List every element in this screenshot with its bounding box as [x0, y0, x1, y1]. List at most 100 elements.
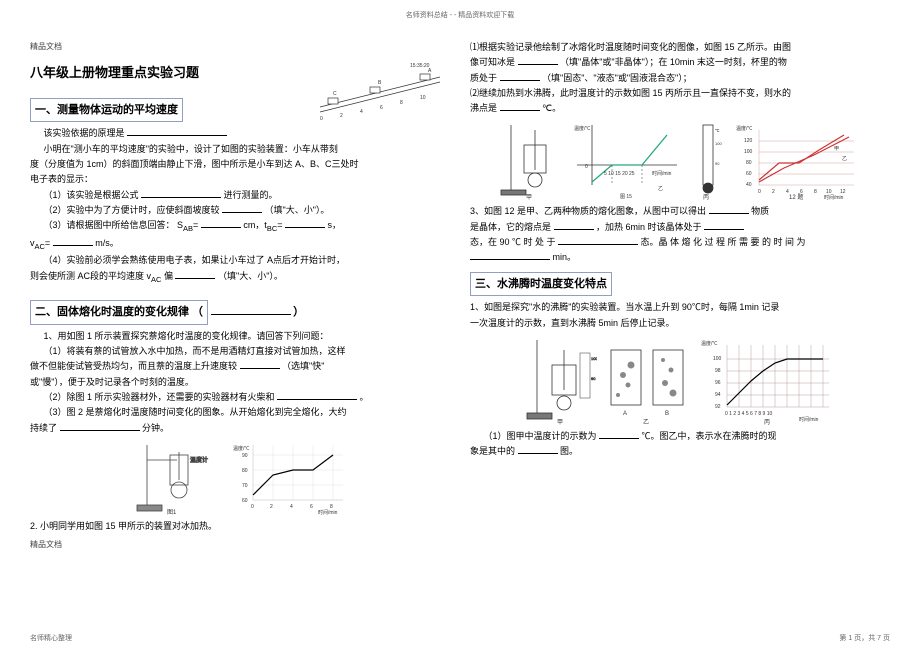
- blank-instrument[interactable]: [277, 390, 357, 400]
- sec2-q2b: 。: [360, 392, 369, 402]
- svg-text:时间/min: 时间/min: [799, 416, 819, 423]
- blank-boilpoint[interactable]: [500, 101, 540, 111]
- section-1-title: 一、测量物体运动的平均速度: [30, 98, 183, 123]
- ice-graph-fig15-yi: 温度/℃ 0 5 10 15 20 25 时间/min 图 15 乙: [572, 120, 682, 200]
- svg-text:B: B: [665, 411, 669, 417]
- blank-which-crystal[interactable]: [709, 204, 749, 214]
- r2c: ℃。: [542, 103, 561, 113]
- section-3-title: 三、水沸腾时温度变化特点: [470, 272, 612, 297]
- blank-tbc[interactable]: [285, 218, 325, 228]
- header-note: 名师资料总结 - - 精品资料欢迎下载: [406, 10, 515, 20]
- footer-left: 名师精心整理: [30, 633, 72, 643]
- r1c: （填"晶体"或"非晶体"）；在 10min 末这一时刻，杯里的物: [560, 57, 787, 67]
- sec1-principle-text: 该实验依据的原理是: [44, 128, 125, 138]
- sec1-q1a: （1）该实验是根据公式: [44, 190, 139, 200]
- svg-text:温度/℃: 温度/℃: [736, 125, 752, 132]
- sec2-q1a: （1）将装有萘的试管放入水中加热，而不是用酒精灯直接对试管加热，这样: [30, 344, 450, 359]
- svg-text:90: 90: [591, 376, 596, 381]
- blank-melt-time[interactable]: [470, 250, 550, 260]
- svg-text:甲: 甲: [526, 194, 532, 200]
- svg-text:100: 100: [715, 141, 722, 146]
- apparatus-fig15-jia: 甲: [496, 120, 566, 200]
- p3e: 态，在 90 ℃ 时 处 于: [470, 237, 556, 247]
- blank-state[interactable]: [500, 71, 540, 81]
- sec1-q4a: （4）实验前必须学会熟练使用电子表，如果让小车过了 A点后才开始计时，: [30, 253, 450, 268]
- blank-temp-reading[interactable]: [599, 429, 639, 439]
- r1a: ⑴根据实验记录他绘制了冰熔化时温度随时间变化的图像，如图 15 乙所示。由图: [470, 40, 890, 55]
- svg-text:120: 120: [744, 138, 753, 144]
- p3d: ，加热 6min 时该晶体处于: [596, 222, 702, 232]
- blank-principle[interactable]: [127, 126, 227, 136]
- section-2-title-end: ）: [293, 303, 304, 322]
- blank-bias[interactable]: [175, 269, 215, 279]
- svg-text:2: 2: [270, 504, 273, 510]
- svg-text:图1: 图1: [167, 509, 177, 515]
- svg-text:90: 90: [715, 161, 720, 166]
- svg-text:时间/min: 时间/min: [652, 170, 672, 177]
- blank-which-fig[interactable]: [518, 444, 558, 454]
- doc-label-top: 精品文档: [30, 40, 450, 54]
- ruler-figure: 024 6810 ABC 15:35:20: [310, 62, 450, 122]
- sec1-q4d: （填"大、小"）。: [218, 271, 283, 281]
- r1b: 像可知冰是: [470, 57, 515, 67]
- section-2-title: 二、固体熔化时温度的变化规律 （: [30, 300, 208, 325]
- svg-text:温度计: 温度计: [190, 456, 208, 464]
- p3g: min。: [553, 252, 577, 262]
- svg-text:丙: 丙: [764, 419, 770, 425]
- p3f: 态。晶 体 熔 化 过 程 所 需 要 的 时 间 为: [641, 237, 806, 247]
- svg-text:温度/℃: 温度/℃: [574, 125, 590, 132]
- svg-text:0: 0: [585, 164, 588, 170]
- blank-slope[interactable]: [222, 203, 262, 213]
- sec3-q1b: 一次温度计的示数，直到水沸腾 5min 后停止记录。: [470, 316, 890, 331]
- svg-text:100: 100: [744, 149, 753, 155]
- blank-sab[interactable]: [201, 218, 241, 228]
- sec3-q2b: ℃。图乙中，表示水在沸腾时的现: [642, 431, 777, 441]
- svg-text:8: 8: [814, 189, 817, 195]
- sec1-line3: 电子表的显示：: [30, 172, 450, 187]
- blank-sec2-title[interactable]: [211, 305, 291, 315]
- sec1-q3c: s，: [328, 220, 342, 230]
- svg-text:丙: 丙: [703, 194, 709, 200]
- boil-bubbles-yi: AB 乙: [603, 335, 693, 425]
- sec2-q3b: 持续了: [30, 423, 57, 433]
- svg-text:100: 100: [713, 356, 722, 362]
- blank-speed[interactable]: [240, 359, 280, 369]
- boil-graph-bing: 温度/℃ 10098969492 0 1 2 3 4 5 6 7 8 9 10 …: [699, 335, 839, 425]
- page-container: 精品文档 八年级上册物理重点实验习题 一、测量物体运动的平均速度 该实验依据的原…: [0, 0, 920, 576]
- graph-12: 温度/℃ 120100806040 024681012 时间/min 甲乙 12…: [734, 120, 864, 200]
- svg-text:乙: 乙: [643, 419, 649, 425]
- sec1-line1: 小明在"测小车的平均速度"的实验中，设计了如图的实验装置：小车从带刻: [30, 142, 450, 157]
- sec3-q1a: 1、如图是探究"水的沸腾"的实验装置。当水温上升到 90℃时，每隔 1min 记…: [470, 300, 890, 315]
- sec1-q3b: cm，t: [243, 220, 267, 230]
- blank-meltpoint[interactable]: [554, 220, 594, 230]
- blank-vac[interactable]: [53, 236, 93, 246]
- svg-text:C: C: [333, 91, 337, 97]
- svg-text:2: 2: [772, 189, 775, 195]
- svg-text:时间/min: 时间/min: [824, 194, 844, 200]
- svg-text:60: 60: [746, 171, 752, 177]
- svg-text:40: 40: [746, 182, 752, 188]
- blank-6min-state[interactable]: [704, 220, 744, 230]
- blank-formula[interactable]: [141, 188, 221, 198]
- svg-text:时间/min: 时间/min: [318, 509, 338, 515]
- sec2-q2: （2）除图 1 所示实验器材外，还需要的实验器材有火柴和: [44, 392, 275, 402]
- svg-text:70: 70: [242, 483, 248, 489]
- footer-right: 第 1 页，共 7 页: [839, 633, 890, 643]
- apparatus-fig1: 温度计 图1: [132, 440, 222, 515]
- svg-text:0: 0: [251, 504, 254, 510]
- boil-apparatus-jia: 100 90 甲: [522, 335, 597, 425]
- sec2-p1: 1、用如图 1 所示装置探究萘熔化时温度的变化规律。请回答下列问题：: [30, 329, 450, 344]
- blank-crystal[interactable]: [518, 55, 558, 65]
- sec1-q3e: m/s。: [95, 238, 119, 248]
- svg-text:100: 100: [591, 356, 597, 361]
- svg-text:94: 94: [715, 392, 721, 398]
- blank-duration[interactable]: [60, 421, 140, 431]
- svg-text:温度/℃: 温度/℃: [701, 340, 717, 347]
- svg-text:8: 8: [400, 100, 403, 106]
- svg-text:90: 90: [242, 453, 248, 459]
- sec1-q3a: （3）请根据图中所给信息回答： S: [44, 220, 184, 230]
- blank-90c-state[interactable]: [558, 235, 638, 245]
- left-column: 精品文档 八年级上册物理重点实验习题 一、测量物体运动的平均速度 该实验依据的原…: [30, 40, 450, 556]
- svg-text:60: 60: [242, 498, 248, 504]
- svg-text:0: 0: [758, 189, 761, 195]
